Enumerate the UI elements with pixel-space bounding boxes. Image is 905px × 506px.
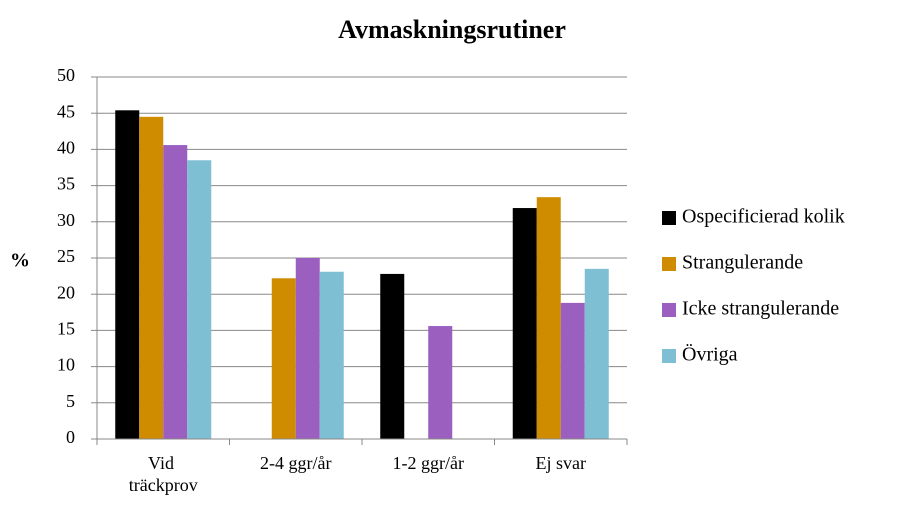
y-tick-label: 40 <box>57 138 75 158</box>
bar <box>139 116 164 439</box>
legend-label: Icke strangulerande <box>682 298 839 320</box>
legend-swatch <box>662 349 676 363</box>
y-tick-label: 35 <box>57 174 75 194</box>
legend-swatch <box>662 257 676 271</box>
legend-swatch <box>662 211 676 225</box>
x-tick-label: Vid träckprov <box>129 453 198 495</box>
y-axis-label: % <box>10 250 30 272</box>
x-tick-label: Ej svar <box>536 453 586 473</box>
y-tick-label: 45 <box>57 101 75 121</box>
y-tick-label: 10 <box>57 355 75 375</box>
legend-label: Ospecificierad kolik <box>682 206 845 228</box>
bar <box>512 208 537 439</box>
x-tick-label: 2-4 ggr/år <box>260 453 331 473</box>
y-tick-label: 30 <box>57 210 75 230</box>
bar <box>584 268 609 439</box>
chart-title: Avmaskningsrutiner <box>338 15 566 44</box>
y-tick-label: 5 <box>66 391 75 411</box>
y-tick-label: 0 <box>66 427 75 447</box>
legend-swatch <box>662 303 676 317</box>
bar <box>271 278 296 439</box>
bar <box>115 110 140 439</box>
bar <box>536 197 561 439</box>
y-tick-label: 20 <box>57 282 75 302</box>
bar <box>295 258 320 439</box>
y-tick-label: 25 <box>57 246 75 266</box>
bar <box>163 145 188 439</box>
x-tick-label: 1-2 ggr/år <box>393 453 464 473</box>
bar <box>428 326 453 439</box>
y-tick-label: 15 <box>57 319 75 339</box>
bar <box>560 302 585 439</box>
bar <box>319 271 344 439</box>
bar <box>187 160 212 439</box>
legend-label: Strangulerande <box>682 252 803 274</box>
y-tick-label: 50 <box>57 65 75 85</box>
legend-label: Övriga <box>682 343 738 366</box>
bar <box>380 273 405 439</box>
